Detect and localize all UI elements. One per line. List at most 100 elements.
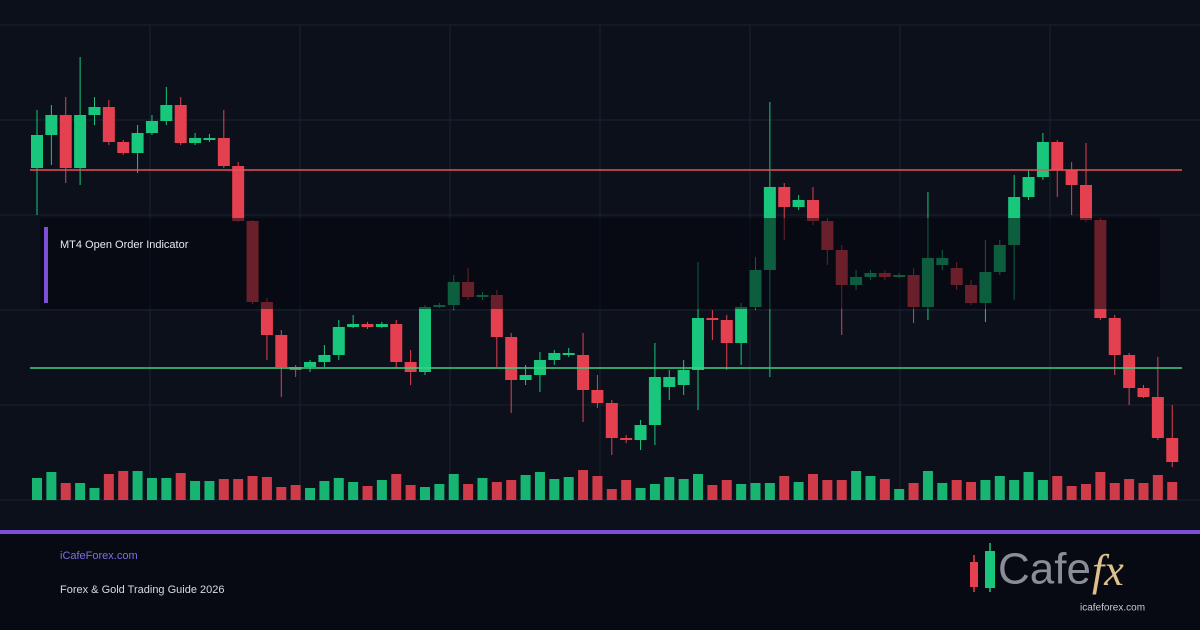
candle-body (375, 324, 388, 327)
volume-bar (851, 471, 862, 500)
site-name[interactable]: iCafeForex.com (60, 550, 138, 562)
volume-bar (736, 484, 747, 500)
volume-bar (1152, 475, 1163, 500)
candle-body (677, 370, 690, 385)
volume-bar (908, 483, 919, 500)
volume-bar (305, 488, 316, 500)
candle-body (720, 320, 733, 343)
candle-body (1108, 318, 1121, 355)
volume-bar (491, 482, 502, 500)
volume-bar (707, 485, 718, 500)
volume-bar (1009, 480, 1020, 500)
candle-body (505, 337, 518, 380)
candle-body (304, 362, 317, 367)
logo-accent: fx (1092, 546, 1124, 595)
candle-body (418, 307, 431, 372)
volume-bar (146, 478, 157, 500)
candle-body (260, 302, 273, 335)
volume-bar (261, 477, 272, 500)
volume-bar (89, 488, 100, 500)
candle-body (361, 324, 374, 327)
volume-bar (348, 482, 359, 500)
volume-bar (1052, 476, 1063, 500)
indicator-accent (44, 227, 48, 303)
candle-body (1065, 170, 1078, 185)
logo-text: Cafe (998, 545, 1091, 594)
candle-body (778, 187, 791, 207)
volume-bar (649, 484, 660, 500)
candle-body (663, 377, 676, 387)
volume-bar (922, 471, 933, 500)
volume-bar (190, 481, 201, 500)
candle-body (131, 133, 144, 153)
volume-bar (75, 483, 86, 500)
volume-bar (592, 476, 603, 500)
candle-body (634, 425, 647, 440)
candle-body (102, 107, 115, 142)
volume-bar (1066, 486, 1077, 500)
volume-bar (606, 489, 617, 500)
volume-bar (951, 480, 962, 500)
candle-body (74, 115, 87, 168)
candle-body (620, 438, 633, 440)
volume-bar (994, 476, 1005, 500)
indicator-label: MT4 Open Order Indicator (60, 239, 189, 251)
candle-body (45, 115, 58, 135)
volume-bar (376, 480, 387, 500)
candle-body (203, 138, 216, 140)
candle-body (1036, 142, 1049, 177)
volume-bar (132, 471, 143, 500)
candle-body (519, 375, 532, 380)
candle-body (59, 115, 72, 168)
volume-bar (836, 480, 847, 500)
candle-body (562, 353, 575, 355)
candle-body (332, 327, 345, 355)
volume-bar (103, 474, 114, 500)
volume-bar (477, 478, 488, 500)
candle-body (706, 318, 719, 320)
candle-body (648, 377, 661, 425)
footer-background (0, 535, 1200, 630)
volume-bar (233, 479, 244, 500)
logo-url: icafeforex.com (1080, 603, 1145, 614)
volume-bar (276, 487, 287, 500)
candle-body (548, 353, 561, 360)
volume-bar (779, 476, 790, 500)
volume-bar (664, 477, 675, 500)
volume-bar (218, 479, 229, 500)
volume-bar (793, 482, 804, 500)
candle-body (404, 362, 417, 372)
volume-bar (534, 472, 545, 500)
candle-body (88, 107, 101, 115)
candle-body (347, 324, 360, 327)
volume-bar (678, 479, 689, 500)
candle-body (1022, 177, 1035, 197)
candle-body (160, 105, 173, 121)
candle-body (275, 335, 288, 367)
volume-bar (894, 489, 905, 500)
volume-bar (1023, 472, 1034, 500)
volume-bar (750, 483, 761, 500)
volume-bar (865, 476, 876, 500)
candle-body (1051, 142, 1064, 170)
candle-body (390, 324, 403, 362)
volume-bar (822, 480, 833, 500)
volume-bar (721, 480, 732, 500)
candle-body (31, 135, 43, 168)
volume-bar (549, 479, 560, 500)
candle-body (318, 355, 331, 362)
volume-bar (118, 471, 129, 500)
volume-bar (635, 488, 646, 500)
volume-bar (247, 476, 258, 500)
volume-bar (204, 481, 215, 500)
volume-bar (32, 478, 42, 500)
volume-bar (1167, 482, 1178, 500)
candle-body (117, 142, 130, 153)
volume-bar (405, 485, 416, 500)
volume-bar (419, 487, 430, 500)
candle-body (577, 355, 590, 390)
volume-bar (333, 478, 344, 500)
candle-body (1123, 355, 1136, 388)
candle-body (591, 390, 604, 403)
